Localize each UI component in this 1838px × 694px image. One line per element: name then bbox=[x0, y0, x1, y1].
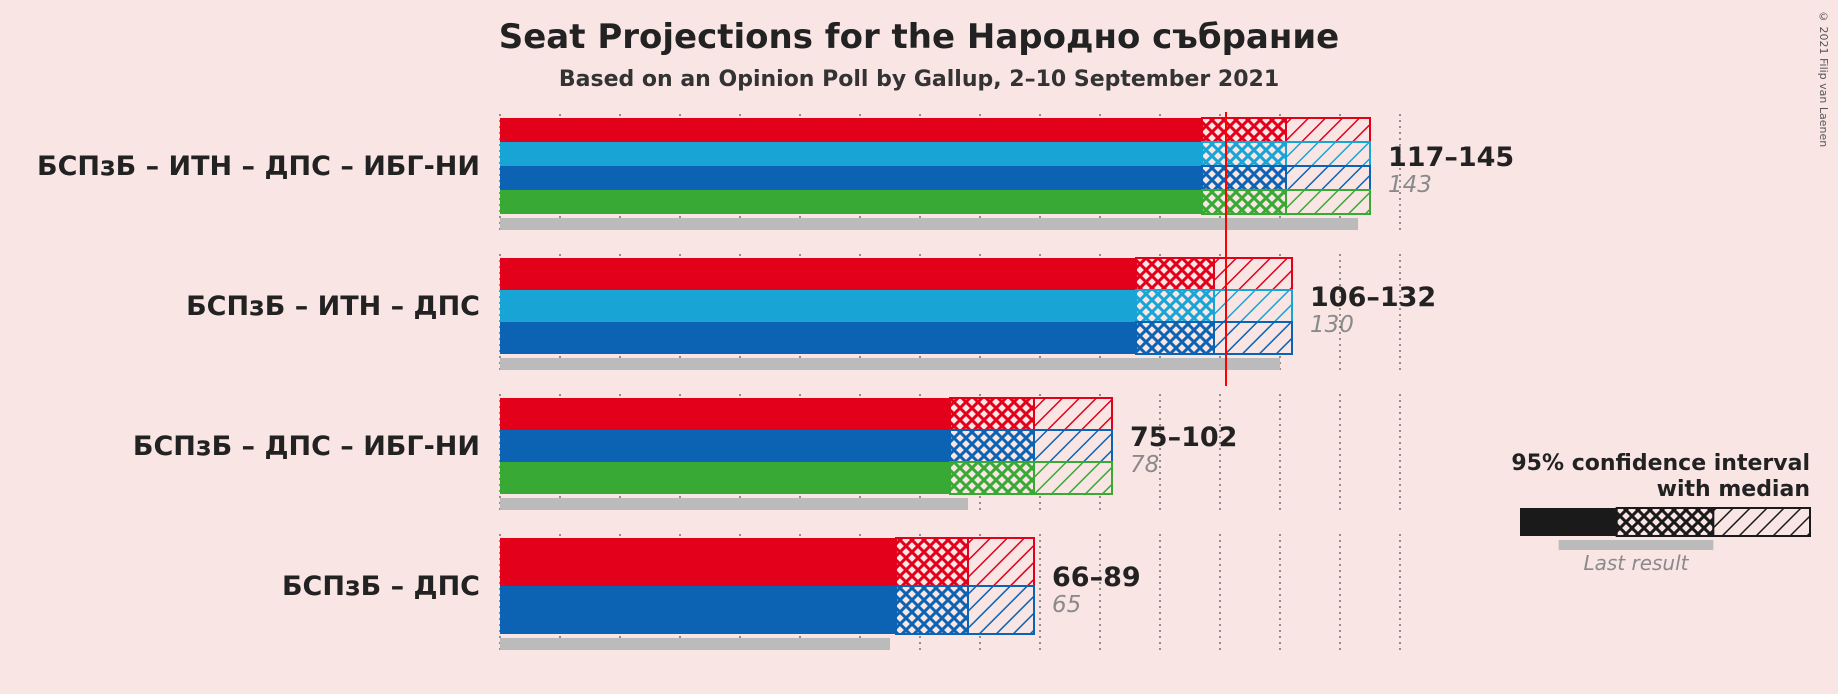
bar-ci-low bbox=[1202, 142, 1286, 166]
row-label: БСПзБ – ИТН – ДПС bbox=[186, 291, 480, 322]
bar-ci-low bbox=[896, 586, 968, 634]
bar-ci-low bbox=[1136, 258, 1214, 290]
bar-ci-low bbox=[896, 538, 968, 586]
last-result-bar bbox=[500, 638, 890, 650]
legend-solid bbox=[1520, 508, 1617, 536]
row-last: 65 bbox=[1052, 592, 1081, 618]
row-label: БСПзБ – ИТН – ДПС – ИБГ-НИ bbox=[37, 151, 480, 182]
bar-ci-low bbox=[950, 398, 1034, 430]
chart-title: Seat Projections for the Народно събрани… bbox=[499, 17, 1340, 57]
row-last: 143 bbox=[1388, 172, 1432, 198]
bar-ci-low bbox=[950, 430, 1034, 462]
bar-ci-high bbox=[1286, 142, 1370, 166]
row-range: 106–132 bbox=[1310, 282, 1436, 313]
row-range: 66–89 bbox=[1052, 562, 1141, 593]
last-result-bar bbox=[500, 218, 1358, 230]
bar-solid bbox=[500, 538, 896, 586]
bar-solid bbox=[500, 430, 950, 462]
row-range: 117–145 bbox=[1388, 142, 1514, 173]
bar-ci-high bbox=[968, 538, 1034, 586]
row-range: 75–102 bbox=[1130, 422, 1237, 453]
legend-diag bbox=[1713, 508, 1810, 536]
bar-ci-high bbox=[1286, 166, 1370, 190]
bar-solid bbox=[500, 258, 1136, 290]
chart-subtitle: Based on an Opinion Poll by Gallup, 2–10… bbox=[559, 67, 1279, 92]
bar-ci-high bbox=[1286, 190, 1370, 214]
bar-solid bbox=[500, 398, 950, 430]
row-last: 78 bbox=[1130, 452, 1159, 478]
bar-solid bbox=[500, 586, 896, 634]
bar-ci-low bbox=[1136, 290, 1214, 322]
row-label: БСПзБ – ДПС – ИБГ-НИ bbox=[133, 431, 480, 462]
bar-solid bbox=[500, 166, 1202, 190]
bar-ci-low bbox=[1202, 118, 1286, 142]
bar-solid bbox=[500, 322, 1136, 354]
row-label: БСПзБ – ДПС bbox=[282, 571, 480, 602]
bar-solid bbox=[500, 190, 1202, 214]
bar-solid bbox=[500, 290, 1136, 322]
bar-ci-high bbox=[1286, 118, 1370, 142]
bar-ci-low bbox=[950, 462, 1034, 494]
legend-title-2: with median bbox=[1657, 477, 1810, 502]
seat-projection-chart: Seat Projections for the Народно събрани… bbox=[0, 0, 1838, 694]
bar-solid bbox=[500, 462, 950, 494]
row-last: 130 bbox=[1310, 312, 1354, 338]
bar-ci-low bbox=[1202, 190, 1286, 214]
last-result-bar bbox=[500, 358, 1280, 370]
bar-ci-high bbox=[1034, 462, 1112, 494]
bar-solid bbox=[500, 118, 1202, 142]
last-result-bar bbox=[500, 498, 968, 510]
bar-ci-low bbox=[1202, 166, 1286, 190]
bar-ci-high bbox=[1034, 398, 1112, 430]
legend-cross bbox=[1617, 508, 1714, 536]
bar-solid bbox=[500, 142, 1202, 166]
bar-ci-high bbox=[1034, 430, 1112, 462]
legend-last-label: Last result bbox=[1583, 551, 1689, 575]
bar-ci-low bbox=[1136, 322, 1214, 354]
bar-ci-high bbox=[968, 586, 1034, 634]
credit-text: © 2021 Filip van Laenen bbox=[1817, 10, 1830, 147]
legend-last-bar bbox=[1559, 540, 1714, 550]
legend-title-1: 95% confidence interval bbox=[1511, 451, 1810, 476]
